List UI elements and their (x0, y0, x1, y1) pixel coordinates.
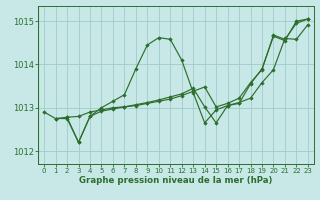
X-axis label: Graphe pression niveau de la mer (hPa): Graphe pression niveau de la mer (hPa) (79, 176, 273, 185)
